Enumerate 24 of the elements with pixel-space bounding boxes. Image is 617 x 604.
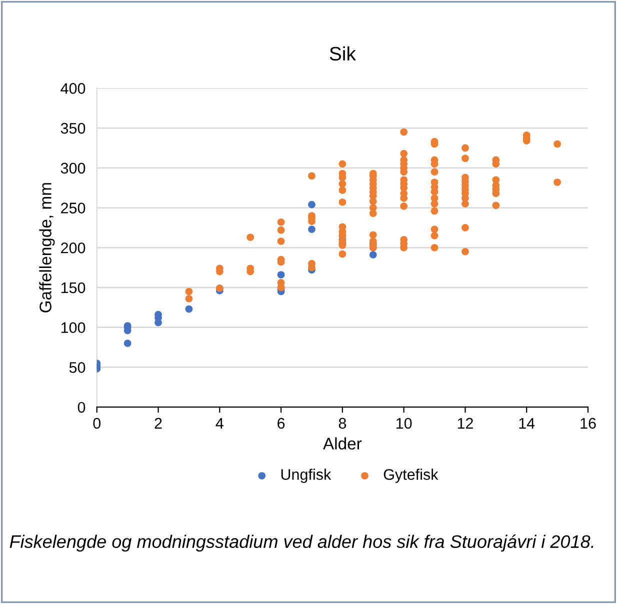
y-tick-label: 200	[61, 242, 86, 254]
x-tick-label: 2	[154, 418, 162, 429]
x-axis-title: Alder	[323, 437, 362, 450]
y-tick-label: 350	[60, 122, 86, 134]
y-tick-label: 400	[60, 83, 86, 94]
text: Fiskelengde og modningsstadium ved alder hos sik fra Stuorajávri i 2018.	[10, 534, 594, 552]
y-tick-label: 0	[78, 402, 86, 413]
x-tick-label: 14	[519, 418, 535, 429]
y-tick-label: 300	[60, 162, 86, 174]
y-tick-label: 100	[61, 322, 86, 334]
x-tick-label: 16	[580, 418, 596, 429]
y-tick-label: 50	[69, 362, 86, 373]
legend-label: Ungfisk	[281, 468, 332, 483]
y-axis-title: Gaffellengde, mm	[39, 183, 55, 312]
x-tick-label: 6	[278, 418, 285, 429]
x-tick-label: 8	[338, 418, 346, 429]
chart-title: Sik	[330, 46, 356, 61]
y-tick-label: 150	[61, 282, 86, 294]
x-tick-label: 4	[216, 418, 224, 429]
y-tick-label: 250	[61, 202, 86, 214]
x-tick-label: 10	[396, 418, 412, 429]
legend-label: Gytefisk	[384, 468, 438, 483]
x-tick-label: 12	[458, 418, 473, 429]
x-tick-label: 0	[93, 418, 101, 429]
